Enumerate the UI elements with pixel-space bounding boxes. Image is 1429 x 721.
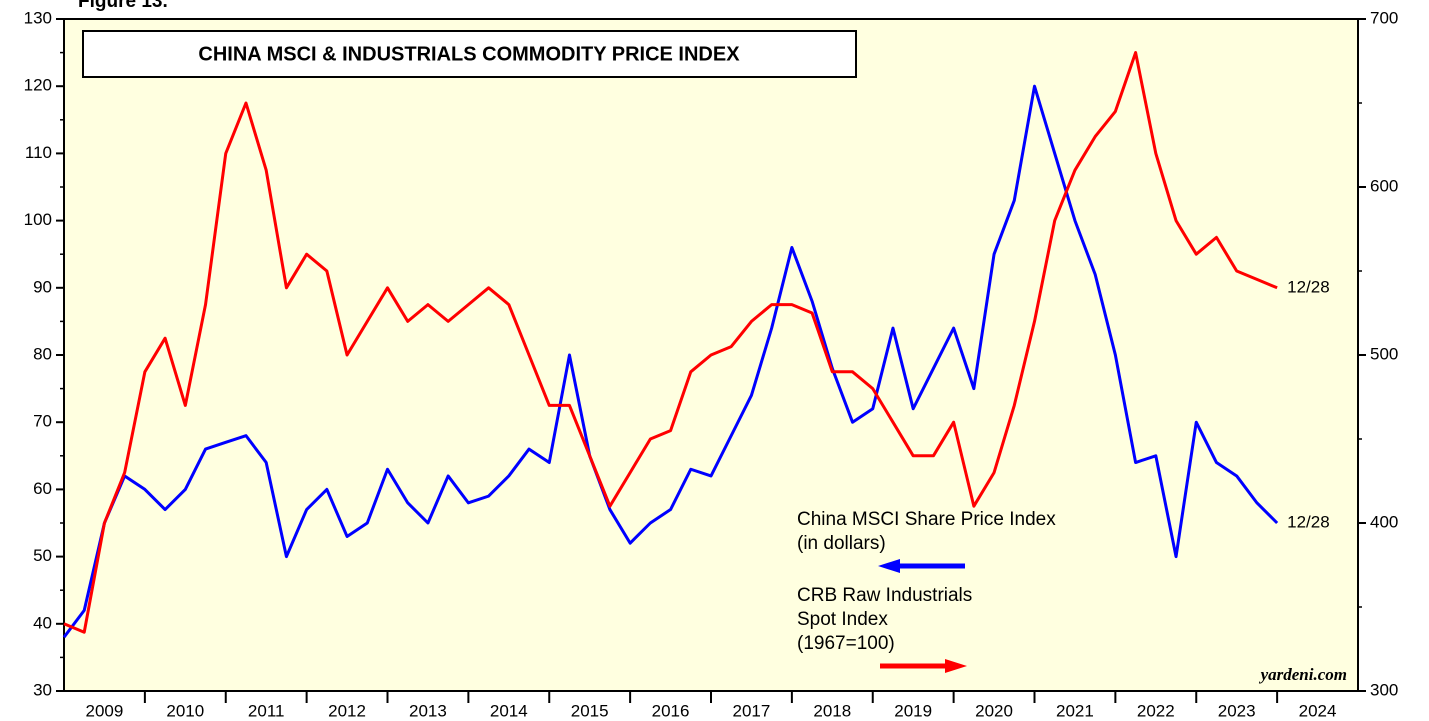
- x-tick-label: 2010: [166, 701, 204, 720]
- source: yardeni.com: [1259, 665, 1347, 684]
- x-tick-label: 2020: [975, 701, 1013, 720]
- y-tick-label: 30: [33, 680, 52, 699]
- series-line: [62, 84, 1279, 639]
- legend-text: China MSCI Share Price Index: [797, 509, 1056, 530]
- legend-arrowhead: [945, 659, 967, 673]
- x-tick-label: 2021: [1056, 701, 1094, 720]
- legend-text: (in dollars): [797, 533, 886, 554]
- x-tick-label: 2019: [894, 701, 932, 720]
- y-tick-label: 50: [33, 546, 52, 565]
- y2-tick-label: 300: [1370, 680, 1398, 699]
- figure-label: Figure 13.: [78, 0, 168, 12]
- x-tick-label: 2024: [1299, 701, 1337, 720]
- end-label: 12/28: [1287, 512, 1330, 531]
- title-box: [82, 30, 857, 78]
- x-tick-label: 2013: [409, 701, 447, 720]
- x-tick-label: 2011: [248, 701, 285, 720]
- x-tick-label: 2023: [1218, 701, 1256, 720]
- y-tick-label: 100: [24, 210, 52, 229]
- y2-tick-label: 500: [1370, 344, 1398, 363]
- x-tick-label: 2018: [813, 701, 851, 720]
- y-tick-label: 80: [33, 344, 52, 363]
- chart-title: CHINA MSCI & INDUSTRIALS COMMODITY PRICE…: [198, 43, 740, 65]
- y2-tick-label: 700: [1370, 8, 1398, 27]
- legend-text: CRB Raw Industrials: [797, 585, 972, 606]
- y-tick-label: 40: [33, 613, 52, 632]
- end-label: 12/28: [1287, 277, 1330, 296]
- legend-text: Spot Index: [797, 609, 888, 630]
- series-line: [63, 51, 1278, 634]
- y-tick-label: 70: [33, 412, 52, 431]
- x-tick-label: 2014: [490, 701, 528, 720]
- y2-tick-label: 400: [1370, 512, 1398, 531]
- x-tick-label: 2022: [1137, 701, 1175, 720]
- y-tick-label: 110: [25, 143, 52, 162]
- x-tick-label: 2016: [652, 701, 690, 720]
- y2-tick-label: 600: [1370, 176, 1398, 195]
- x-tick-label: 2015: [571, 701, 609, 720]
- x-tick-label: 2009: [86, 701, 124, 720]
- legend-arrowhead: [878, 559, 900, 573]
- y-tick-label: 120: [24, 76, 52, 95]
- y-tick-label: 90: [33, 277, 52, 296]
- y-tick-label: 60: [33, 479, 52, 498]
- legend-text: (1967=100): [797, 633, 895, 654]
- x-tick-label: 2017: [733, 701, 771, 720]
- y-tick-label: 130: [24, 8, 52, 27]
- x-tick-label: 2012: [328, 701, 366, 720]
